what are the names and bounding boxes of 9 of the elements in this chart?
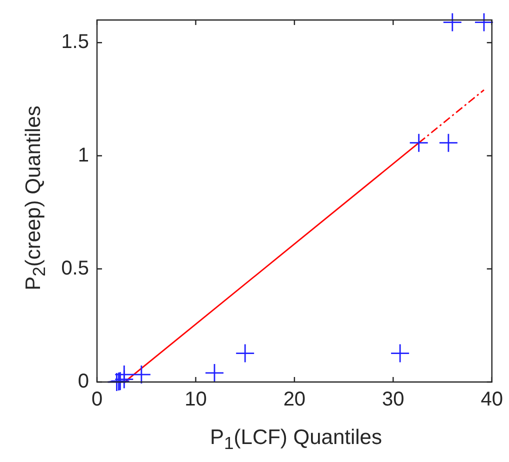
y-tick-label: 1 [78, 144, 89, 166]
x-tick-label: 20 [283, 388, 306, 411]
x-tick-label: 10 [184, 388, 207, 411]
y-tick-label: 1.5 [61, 31, 89, 54]
y-tick-label: 0.5 [61, 257, 89, 280]
y-tick-label: 0 [78, 370, 89, 393]
x-axis-title: P$_{1}$(LCF) Quantiles [210, 426, 382, 454]
x-tick-label: 40 [480, 388, 503, 411]
x-tick-label: 30 [382, 388, 404, 411]
